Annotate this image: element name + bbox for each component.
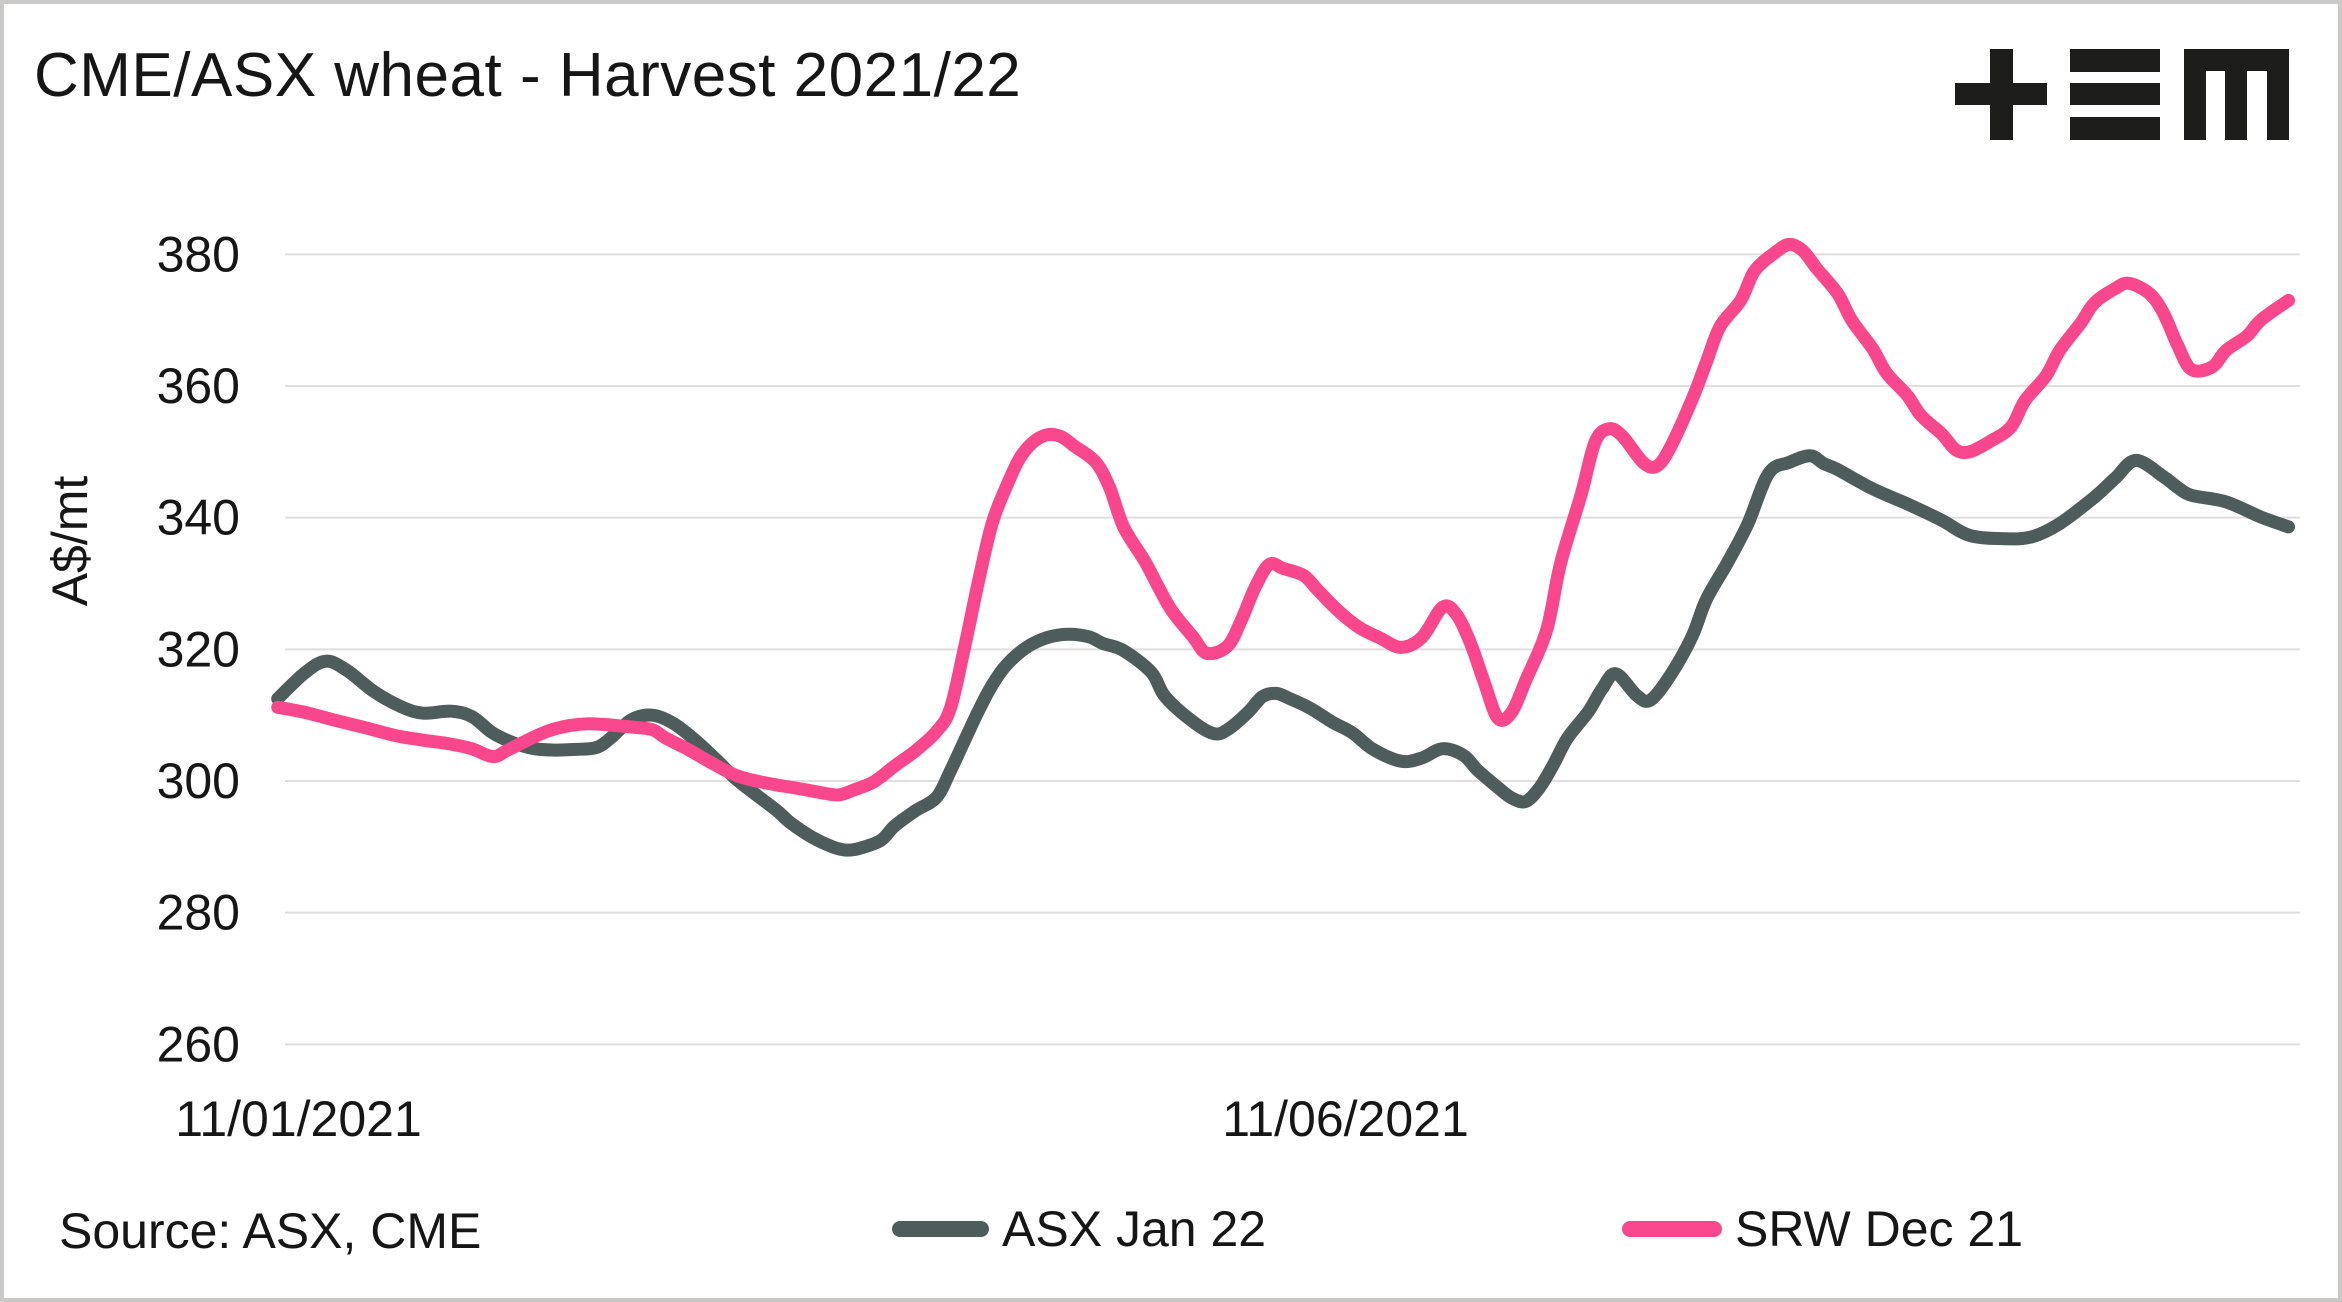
plus-icon [1955, 49, 2047, 140]
srw-legend-label: SRW Dec 21 [1735, 1201, 2024, 1257]
asx-jan-22-line [271, 449, 2295, 857]
legend-item-srw: SRW Dec 21 [1622, 1200, 2023, 1258]
asx-legend-swatch [892, 1221, 989, 1237]
m-icon [2184, 49, 2289, 140]
triple-bar-icon [2070, 49, 2160, 140]
x-axis-ticks: 11/01/2021 11/06/2021 [175, 1091, 1469, 1147]
price-chart-plot: 260 280 300 320 340 360 380 11/01/2021 11/06/202… [157, 226, 2300, 1147]
y-axis-label: A$/mt [42, 475, 98, 607]
x-tick-label: 11/06/2021 [1222, 1091, 1469, 1147]
srw-dec-21-line [271, 237, 2295, 802]
y-tick-label-300: 300 [157, 753, 240, 809]
x-tick-label: 11/01/2021 [175, 1091, 422, 1147]
y-axis-ticks: 260 280 300 320 340 360 380 [157, 226, 240, 1072]
legend-item-asx: ASX Jan 22 [892, 1200, 1266, 1258]
y-tick-label-260: 260 [157, 1016, 240, 1072]
srw-legend-swatch [1622, 1221, 1722, 1237]
y-tick-label-380: 380 [157, 226, 240, 282]
chart-title: CME/ASX wheat - Harvest 2021/22 [34, 41, 1022, 110]
y-tick-label-280: 280 [157, 885, 240, 941]
source-note: Source: ASX, CME [59, 1203, 482, 1259]
tem-logo [1955, 49, 2289, 140]
y-tick-label-360: 360 [157, 358, 240, 414]
y-tick-label-320: 320 [157, 621, 240, 677]
gridlines [285, 253, 2300, 1046]
y-tick-label-340: 340 [157, 490, 240, 546]
asx-legend-label: ASX Jan 22 [1002, 1201, 1267, 1257]
